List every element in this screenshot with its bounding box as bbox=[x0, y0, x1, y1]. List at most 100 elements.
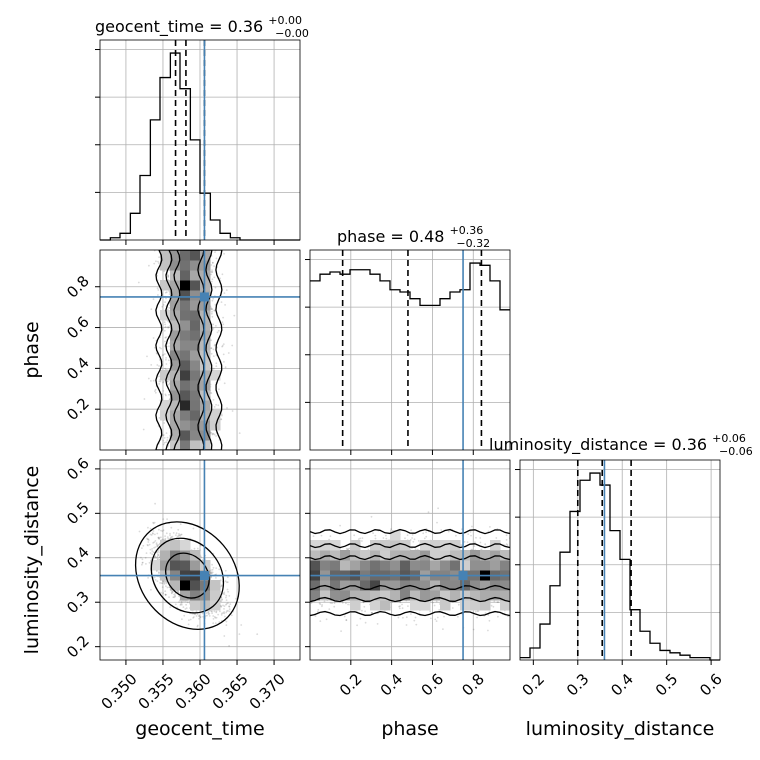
sample-point bbox=[164, 580, 167, 583]
sample-point bbox=[141, 561, 144, 564]
sample-point bbox=[225, 599, 228, 601]
sample-point bbox=[221, 414, 223, 417]
sample-point bbox=[196, 613, 199, 616]
sample-point bbox=[224, 366, 227, 369]
sample-point bbox=[215, 362, 218, 365]
sample-point bbox=[153, 262, 156, 265]
sample-point bbox=[176, 535, 179, 538]
sample-point bbox=[166, 380, 169, 383]
sample-point bbox=[213, 406, 216, 408]
sample-point bbox=[164, 340, 166, 343]
sample-point bbox=[221, 321, 224, 323]
sample-point bbox=[211, 299, 214, 302]
sample-point bbox=[219, 610, 221, 613]
sample-point bbox=[170, 526, 173, 529]
sample-point bbox=[156, 580, 159, 583]
sample-point bbox=[154, 546, 157, 548]
sample-point bbox=[162, 304, 165, 306]
sample-point bbox=[207, 613, 210, 615]
sample-point bbox=[165, 580, 168, 583]
sample-point bbox=[223, 608, 225, 610]
sample-point bbox=[167, 359, 170, 362]
sample-point bbox=[153, 556, 156, 559]
sample-point bbox=[167, 275, 170, 278]
sample-point bbox=[210, 572, 213, 574]
sample-point bbox=[171, 590, 174, 593]
sample-point bbox=[212, 297, 215, 300]
sample-point bbox=[160, 582, 163, 584]
sample-point bbox=[157, 553, 159, 556]
sample-point bbox=[158, 256, 161, 259]
sample-point bbox=[166, 518, 169, 520]
sample-point bbox=[182, 606, 185, 608]
sample-point bbox=[220, 605, 223, 608]
sample-point bbox=[207, 611, 210, 613]
sample-point bbox=[229, 603, 232, 605]
sample-point bbox=[228, 595, 231, 597]
sample-point bbox=[178, 601, 181, 603]
sample-point bbox=[235, 597, 237, 600]
sample-point bbox=[158, 417, 161, 419]
sample-point bbox=[154, 555, 156, 558]
sample-point bbox=[151, 548, 154, 550]
sample-point bbox=[212, 348, 215, 351]
sample-point bbox=[162, 439, 165, 442]
sample-point bbox=[157, 558, 159, 560]
sample-point bbox=[214, 616, 217, 619]
sample-point bbox=[213, 616, 216, 618]
sample-point bbox=[154, 388, 157, 391]
sample-point bbox=[147, 526, 149, 529]
sample-point bbox=[156, 364, 159, 366]
sample-point bbox=[196, 624, 199, 627]
sample-point bbox=[146, 355, 148, 358]
sample-point bbox=[168, 290, 171, 292]
sample-point bbox=[157, 551, 160, 553]
sample-point bbox=[157, 289, 160, 291]
sample-point bbox=[164, 535, 167, 537]
sample-point bbox=[143, 398, 146, 400]
sample-point bbox=[170, 591, 173, 594]
sample-point bbox=[223, 635, 226, 637]
sample-point bbox=[158, 537, 161, 540]
sample-point bbox=[217, 613, 220, 616]
sample-point bbox=[166, 439, 169, 441]
sample-point bbox=[214, 343, 217, 346]
sample-point bbox=[165, 358, 167, 361]
sample-point bbox=[149, 527, 152, 530]
sample-point bbox=[210, 312, 213, 315]
sample-point bbox=[165, 441, 168, 444]
sample-point bbox=[168, 307, 171, 309]
sample-point bbox=[147, 541, 150, 543]
sample-point bbox=[162, 380, 165, 383]
sample-point bbox=[222, 323, 225, 326]
sample-point bbox=[208, 615, 211, 617]
sample-point bbox=[140, 556, 142, 559]
sample-point bbox=[164, 590, 167, 593]
sample-point bbox=[153, 547, 155, 549]
sample-point bbox=[169, 534, 171, 537]
sample-point bbox=[141, 562, 144, 564]
sample-point bbox=[178, 533, 180, 535]
sample-point bbox=[162, 390, 165, 392]
sample-point bbox=[147, 377, 150, 380]
sample-point bbox=[220, 612, 223, 615]
sample-point bbox=[161, 354, 164, 357]
sample-point bbox=[167, 393, 170, 396]
sample-point bbox=[152, 542, 155, 544]
sample-point bbox=[225, 594, 228, 597]
sample-point bbox=[196, 625, 199, 628]
sample-point bbox=[220, 614, 223, 616]
sample-point bbox=[211, 261, 214, 264]
sample-point bbox=[174, 595, 177, 598]
sample-point bbox=[205, 612, 208, 614]
sample-point bbox=[164, 325, 167, 328]
sample-point bbox=[221, 599, 223, 601]
sample-point bbox=[185, 603, 188, 606]
sample-point bbox=[173, 593, 176, 596]
sample-point bbox=[148, 543, 151, 546]
sample-point bbox=[145, 552, 148, 554]
sample-point bbox=[182, 600, 185, 602]
sample-point bbox=[174, 603, 177, 606]
sample-point bbox=[224, 580, 227, 583]
